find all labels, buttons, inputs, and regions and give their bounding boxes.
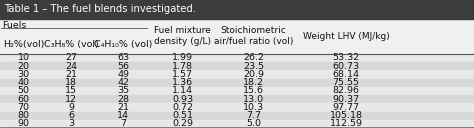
Text: Fuels: Fuels [2, 21, 27, 30]
Text: 7: 7 [120, 119, 126, 128]
Text: 56: 56 [117, 62, 129, 71]
Text: 0.51: 0.51 [172, 111, 193, 120]
Text: 70: 70 [18, 103, 30, 112]
Text: 5.0: 5.0 [246, 119, 261, 128]
Text: C₃H₈% (vol): C₃H₈% (vol) [44, 40, 99, 49]
Text: 60: 60 [18, 95, 30, 104]
Bar [0, 78, 474, 87]
Text: 15: 15 [65, 86, 77, 95]
Text: 75.55: 75.55 [333, 78, 359, 87]
Text: 21: 21 [65, 70, 77, 79]
Text: 27: 27 [65, 53, 77, 62]
Text: 112.59: 112.59 [329, 119, 363, 128]
Text: 18: 18 [65, 78, 77, 87]
Bar [0, 0, 474, 19]
Text: 23.5: 23.5 [243, 62, 264, 71]
Text: 82.96: 82.96 [333, 86, 359, 95]
Text: 105.18: 105.18 [329, 111, 363, 120]
Text: 1.14: 1.14 [172, 86, 193, 95]
Bar [0, 120, 474, 128]
Text: Fuel mixture
density (g/L): Fuel mixture density (g/L) [154, 26, 211, 46]
Bar [0, 36, 474, 54]
Text: 63: 63 [117, 53, 129, 62]
Bar [0, 70, 474, 78]
Text: 20: 20 [18, 62, 30, 71]
Text: 3: 3 [68, 119, 74, 128]
Bar [0, 103, 474, 111]
Bar [0, 111, 474, 120]
Text: 40: 40 [18, 78, 30, 87]
Text: 50: 50 [18, 86, 30, 95]
Text: 97.77: 97.77 [333, 103, 359, 112]
Bar [0, 95, 474, 103]
Bar [0, 87, 474, 95]
Text: Table 1 – The fuel blends investigated.: Table 1 – The fuel blends investigated. [4, 4, 196, 14]
Text: 20.9: 20.9 [243, 70, 264, 79]
Text: 13.0: 13.0 [243, 95, 264, 104]
Text: 60.73: 60.73 [332, 62, 360, 71]
Text: 21: 21 [117, 103, 129, 112]
Bar [0, 19, 474, 36]
Text: H₂%(vol): H₂%(vol) [3, 40, 45, 49]
Text: 14: 14 [117, 111, 129, 120]
Text: 18.2: 18.2 [243, 78, 264, 87]
Text: 10: 10 [18, 53, 30, 62]
Text: 90.37: 90.37 [332, 95, 360, 104]
Text: 80: 80 [18, 111, 30, 120]
Text: 28: 28 [117, 95, 129, 104]
Text: 1.78: 1.78 [172, 62, 193, 71]
Text: 9: 9 [68, 103, 74, 112]
Text: C₄H₁₀% (vol): C₄H₁₀% (vol) [94, 40, 153, 49]
Text: 0.29: 0.29 [172, 119, 193, 128]
Text: 30: 30 [18, 70, 30, 79]
Text: 6: 6 [68, 111, 74, 120]
Text: 12: 12 [65, 95, 77, 104]
Bar [0, 62, 474, 70]
Text: 1.36: 1.36 [172, 78, 193, 87]
Text: 53.32: 53.32 [332, 53, 360, 62]
Text: Stoichiometric
air/fuel ratio (vol): Stoichiometric air/fuel ratio (vol) [214, 26, 293, 46]
Text: 49: 49 [117, 70, 129, 79]
Text: 7.7: 7.7 [246, 111, 261, 120]
Text: 35: 35 [117, 86, 129, 95]
Text: 68.14: 68.14 [333, 70, 359, 79]
Text: Weight LHV (MJ/kg): Weight LHV (MJ/kg) [302, 32, 390, 41]
Text: 10.3: 10.3 [243, 103, 264, 112]
Text: 1.57: 1.57 [172, 70, 193, 79]
Text: 90: 90 [18, 119, 30, 128]
Text: 0.72: 0.72 [172, 103, 193, 112]
Text: 26.2: 26.2 [243, 53, 264, 62]
Bar [0, 54, 474, 62]
Text: 24: 24 [65, 62, 77, 71]
Text: 1.99: 1.99 [172, 53, 193, 62]
Text: 0.93: 0.93 [172, 95, 193, 104]
Text: 15.6: 15.6 [243, 86, 264, 95]
Text: 42: 42 [117, 78, 129, 87]
